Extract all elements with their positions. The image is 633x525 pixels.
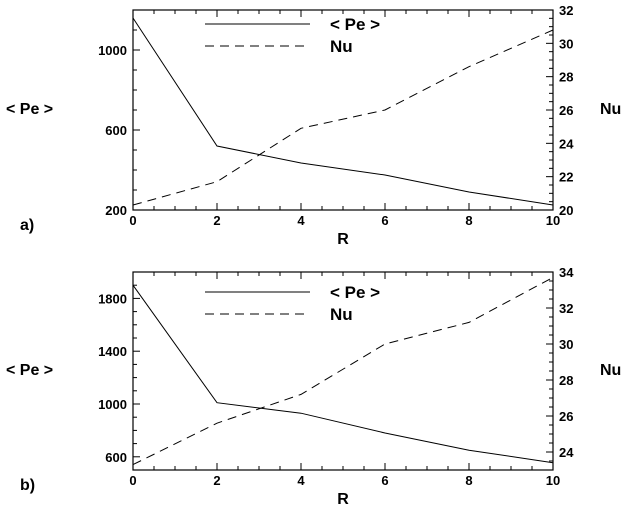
x-tick-label: 0 [129, 213, 136, 228]
y2-tick-label: 34 [559, 265, 574, 280]
y-tick-label: 1000 [98, 397, 127, 412]
x-tick-label: 4 [297, 473, 305, 488]
y2-tick-label: 24 [559, 445, 574, 460]
x-tick-label: 8 [465, 473, 472, 488]
x-tick-label: 8 [465, 213, 472, 228]
x-tick-label: 2 [213, 473, 220, 488]
x-axis-title: R [337, 231, 349, 248]
y-tick-label: 600 [105, 123, 127, 138]
y2-tick-label: 32 [559, 301, 573, 316]
y2-axis-title: Nu [600, 101, 621, 118]
y2-tick-label: 24 [559, 136, 574, 151]
legend-label-pe: < Pe > [330, 15, 380, 34]
series-line-pe [132, 284, 554, 464]
y2-tick-label: 26 [559, 409, 573, 424]
y2-tick-label: 20 [559, 203, 573, 218]
legend-label-nu: Nu [330, 37, 353, 56]
legend-label-nu: Nu [330, 305, 353, 324]
x-axis-title: R [337, 491, 349, 508]
y-tick-label: 600 [105, 450, 127, 465]
y2-tick-label: 32 [559, 3, 573, 18]
y-tick-label: 1800 [98, 291, 127, 306]
series-line-pe [132, 17, 554, 206]
series-line-nu [132, 29, 554, 206]
y2-tick-label: 28 [559, 373, 573, 388]
y-axis-title: < Pe > [6, 362, 53, 379]
panel-label: a) [20, 217, 34, 234]
y2-tick-label: 30 [559, 337, 573, 352]
y2-tick-label: 28 [559, 70, 573, 85]
y-tick-label: 1400 [98, 344, 127, 359]
x-tick-label: 0 [129, 473, 136, 488]
y2-axis-title: Nu [600, 362, 621, 379]
legend-label-pe: < Pe > [330, 283, 380, 302]
y-tick-label: 200 [105, 203, 127, 218]
panel-label: b) [20, 477, 35, 494]
x-tick-label: 2 [213, 213, 220, 228]
y2-tick-label: 26 [559, 103, 573, 118]
x-tick-label: 4 [297, 213, 305, 228]
y2-tick-label: 22 [559, 170, 573, 185]
y-axis-title: < Pe > [6, 101, 53, 118]
x-tick-label: 6 [381, 473, 388, 488]
x-tick-label: 6 [381, 213, 388, 228]
x-tick-label: 10 [546, 473, 560, 488]
x-tick-label: 10 [546, 213, 560, 228]
y2-tick-label: 30 [559, 36, 573, 51]
series-line-nu [132, 276, 554, 466]
y-tick-label: 1000 [98, 43, 127, 58]
